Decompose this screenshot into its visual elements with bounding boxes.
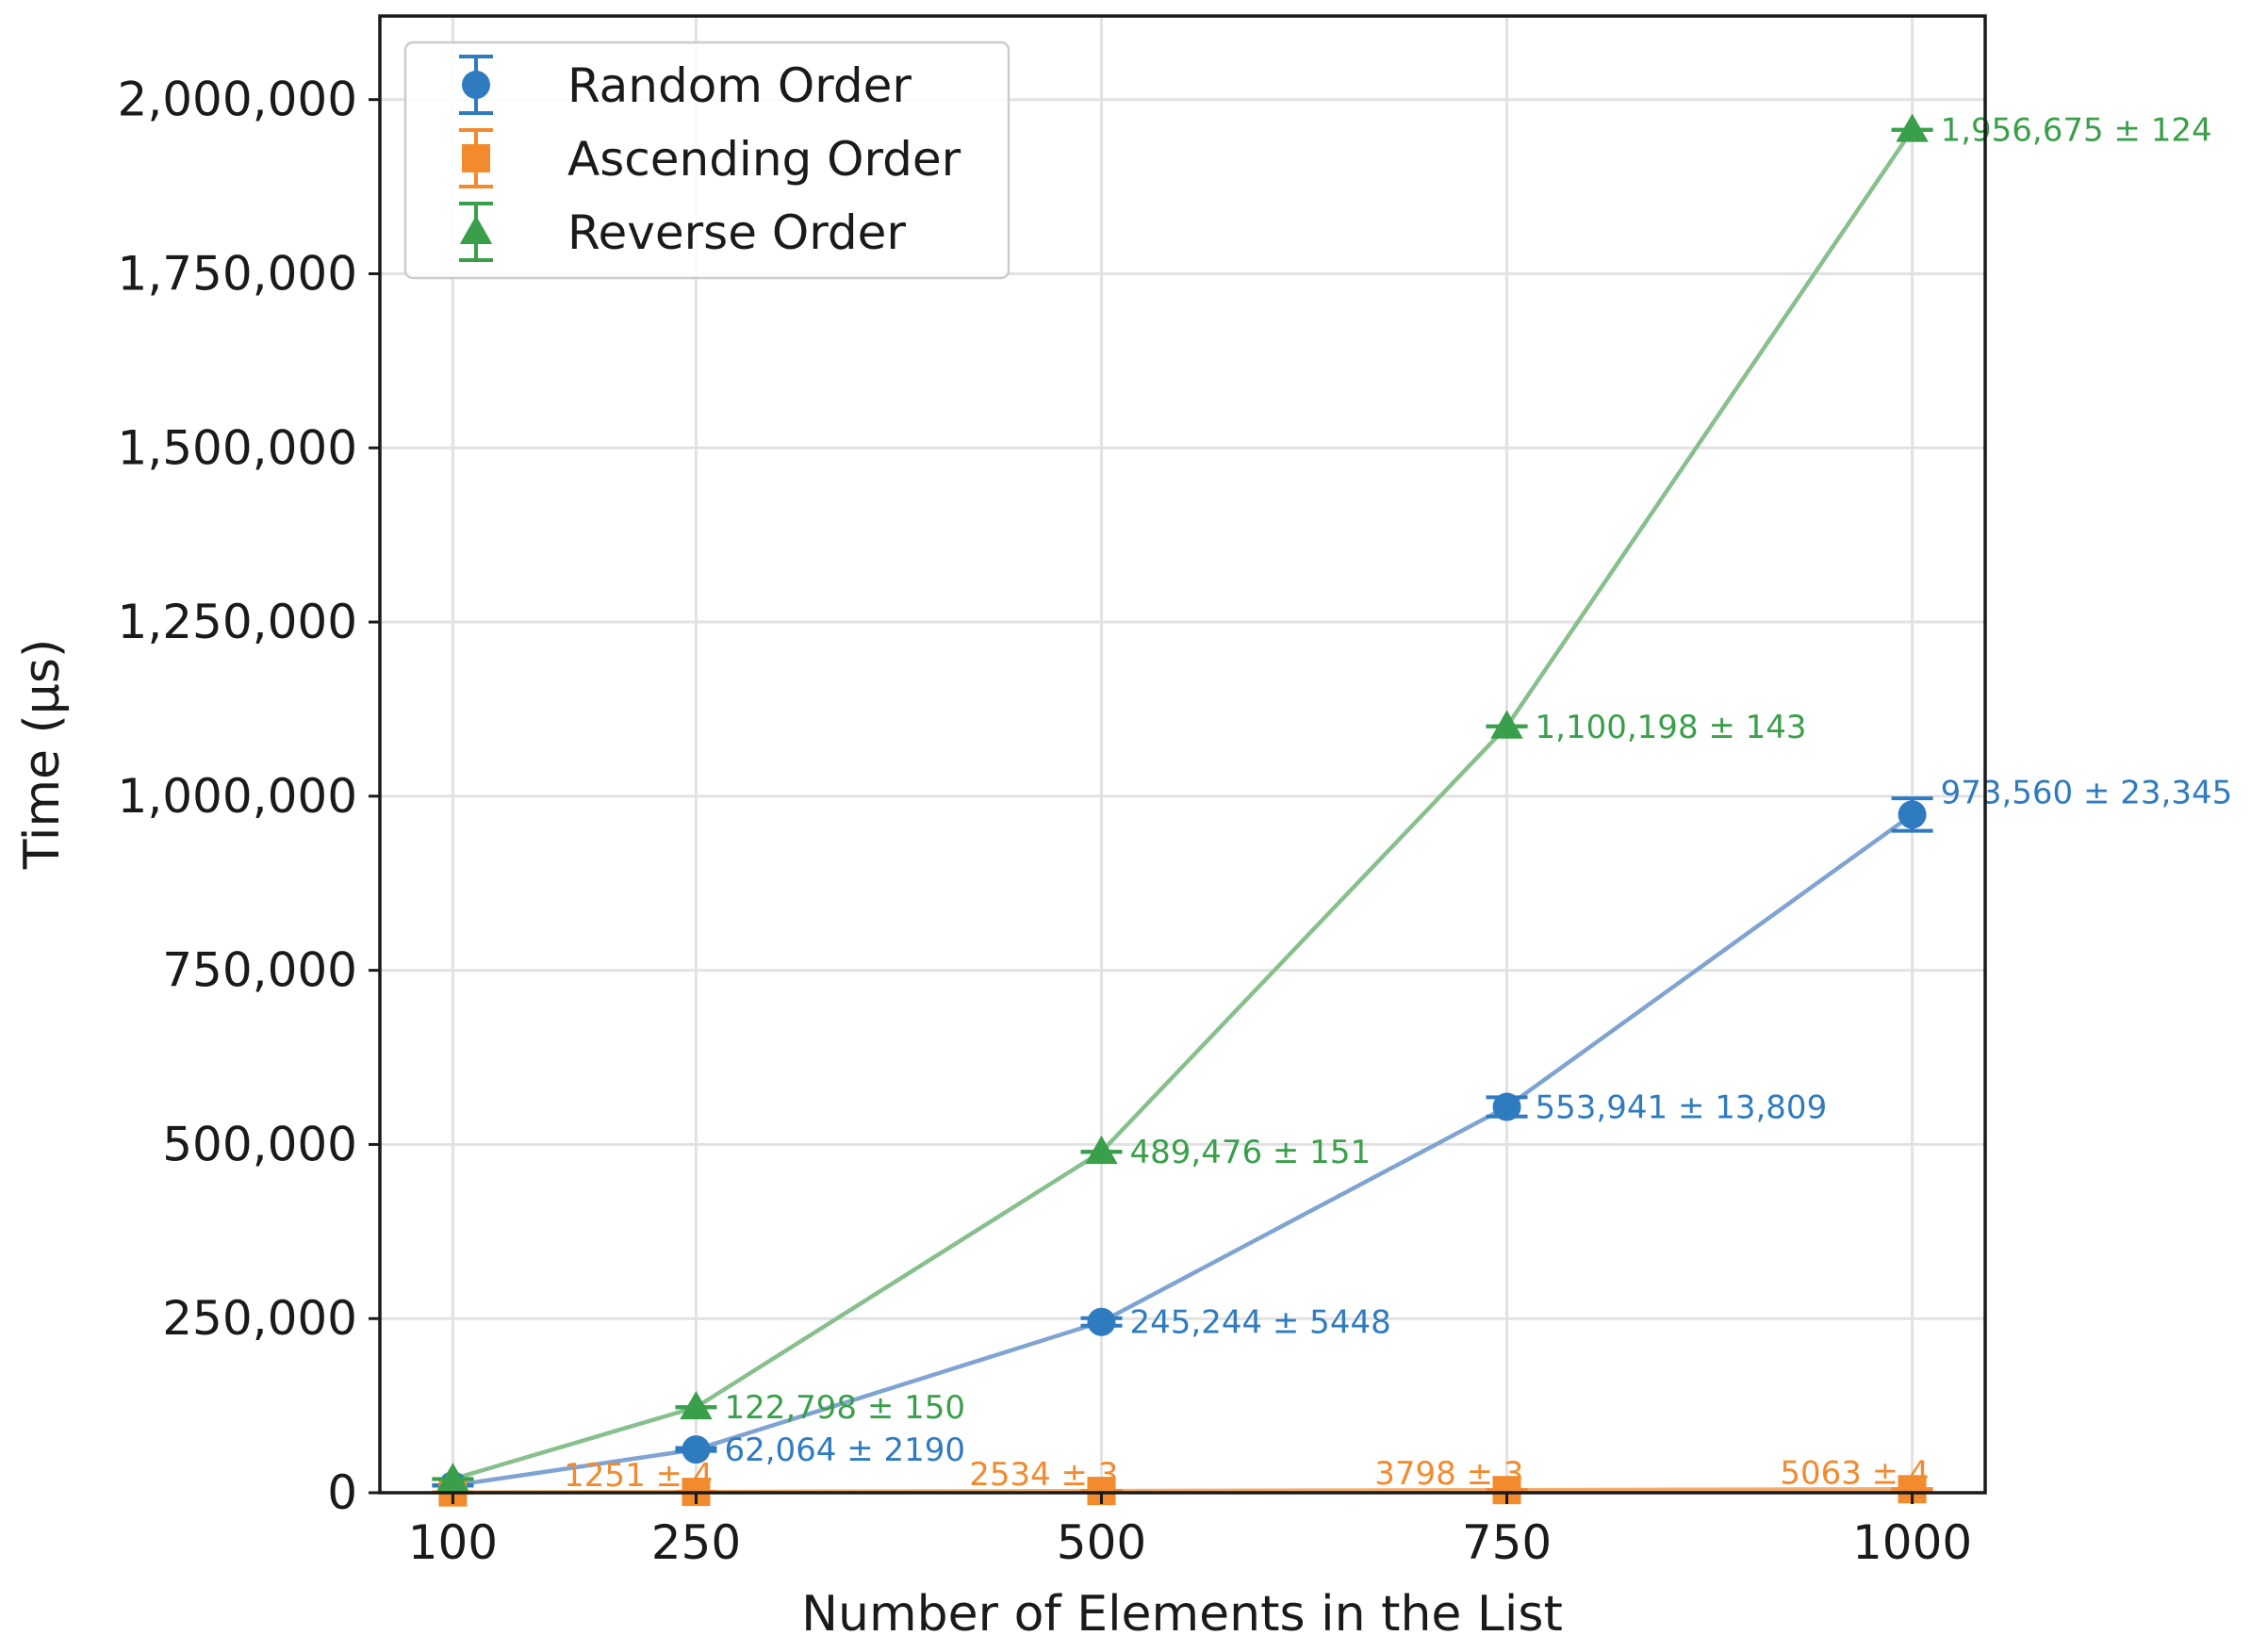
data-label: 2534 ± 3 — [969, 1456, 1118, 1494]
legend-box — [403, 41, 1010, 280]
y-axis-title: Time (μs) — [14, 639, 71, 871]
x-tick-label: 750 — [1462, 1515, 1552, 1570]
data-point — [1087, 1307, 1116, 1336]
data-point — [682, 1435, 711, 1464]
data-point — [1896, 113, 1929, 142]
x-tick-label: 1000 — [1852, 1515, 1972, 1570]
data-point — [1898, 800, 1927, 829]
data-label: 1,100,198 ± 143 — [1536, 709, 1807, 746]
y-tick-label: 250,000 — [162, 1291, 357, 1346]
x-axis-title: Number of Elements in the List — [801, 1586, 1563, 1643]
data-labels: 62,064 ± 2190 245,244 ± 5448 553,941 ± 13,… — [564, 112, 2232, 1495]
plot-frame — [378, 14, 1987, 1495]
x-tick-label: 250 — [651, 1515, 741, 1570]
series-lines — [452, 128, 1914, 1495]
data-label: 62,064 ± 2190 — [724, 1431, 965, 1469]
legend-marker — [462, 71, 490, 99]
y-tick-label: 1,500,000 — [118, 420, 357, 475]
legend-marker — [459, 215, 493, 244]
x-tick-label: 500 — [1057, 1515, 1146, 1570]
data-point — [1490, 710, 1523, 739]
data-point — [1492, 1092, 1521, 1121]
data-point — [680, 1390, 713, 1420]
legend-label: Reverse Order — [567, 205, 906, 260]
legend-label: Ascending Order — [567, 132, 961, 187]
y-tick-label: 750,000 — [162, 943, 357, 998]
y-tick-label: 1,250,000 — [118, 595, 357, 649]
series-points — [432, 113, 1933, 1507]
y-tick-label: 500,000 — [162, 1117, 357, 1171]
data-point — [436, 1463, 469, 1492]
y-tick-label: 1,750,000 — [118, 246, 357, 301]
data-label: 489,476 ± 151 — [1129, 1134, 1371, 1171]
y-tick-label: 0 — [327, 1465, 357, 1520]
data-label: 553,941 ± 13,809 — [1536, 1089, 1828, 1127]
y-tick-label: 1,000,000 — [118, 769, 357, 824]
y-tick-label: 2,000,000 — [118, 73, 357, 127]
data-label: 5063 ± 4 — [1780, 1454, 1929, 1492]
legend-marker — [462, 144, 490, 172]
data-label: 3798 ± 3 — [1374, 1455, 1523, 1493]
data-point — [1085, 1135, 1118, 1165]
data-label: 122,798 ± 150 — [724, 1389, 965, 1427]
axis-ticks: 100 250 500 750 1000 0 250,000 500,000 750,000 1,… — [118, 73, 1973, 1570]
data-label: 1,956,675 ± 124 — [1941, 112, 2212, 150]
data-label: 973,560 ± 23,345 — [1941, 774, 2233, 811]
data-label: 1251 ± 4 — [564, 1457, 713, 1495]
legend-label: Random Order — [567, 58, 912, 113]
x-tick-label: 100 — [408, 1515, 498, 1570]
data-label: 245,244 ± 5448 — [1129, 1304, 1390, 1342]
legend: Random Order Ascending Order Reverse Order — [403, 41, 1010, 280]
